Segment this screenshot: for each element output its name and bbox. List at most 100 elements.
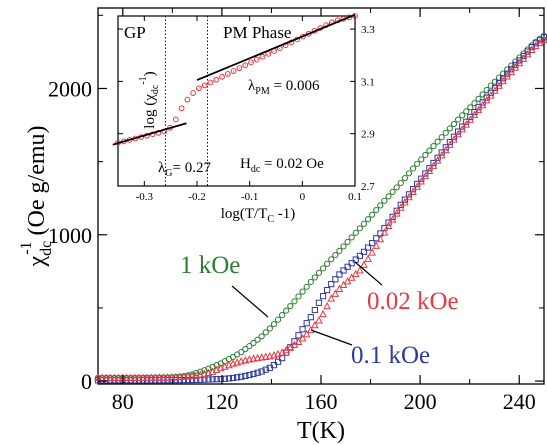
data-point xyxy=(414,160,421,167)
data-point xyxy=(106,373,115,382)
data-point xyxy=(184,372,192,380)
inset-data-point xyxy=(197,88,199,90)
data-point xyxy=(503,72,511,80)
data-point xyxy=(143,373,151,381)
data-point xyxy=(372,241,381,249)
inset-data-point xyxy=(209,82,211,84)
data-point xyxy=(323,301,331,310)
data-point xyxy=(479,91,486,98)
inset-data-point xyxy=(225,74,227,76)
inset-data-point xyxy=(244,64,246,66)
data-point xyxy=(311,274,318,281)
inset-x-axis-label: log(T/TC -1) xyxy=(221,206,296,225)
inset-y-tick-label: 3.3 xyxy=(361,24,375,36)
inset-lambda-pm: λPM = 0.006 xyxy=(248,78,320,97)
data-point xyxy=(430,143,437,150)
data-point xyxy=(450,120,458,128)
inset-hdc: Hdc = 0.02 Oe xyxy=(240,156,324,175)
inset-data-point xyxy=(324,25,326,27)
data-point xyxy=(332,276,339,283)
data-point xyxy=(295,332,302,339)
data-point xyxy=(242,372,249,379)
data-point xyxy=(356,225,363,232)
data-point xyxy=(463,108,470,115)
inset-data-point xyxy=(240,66,242,68)
data-point xyxy=(388,215,397,223)
data-point xyxy=(421,171,430,180)
inset-data-point xyxy=(236,65,243,72)
data-point xyxy=(266,325,273,332)
data-point xyxy=(298,334,307,342)
data-point xyxy=(409,165,417,172)
data-point xyxy=(422,151,429,159)
y-axis-label-unit: (Oe g/emu) xyxy=(24,125,50,241)
data-point xyxy=(397,179,404,187)
inset-data-point xyxy=(258,57,260,59)
data-point xyxy=(474,105,483,114)
inset-y-tick-label: 3.1 xyxy=(361,76,375,88)
inset-data-point xyxy=(290,41,292,43)
inset-data-point xyxy=(205,84,207,86)
annotation-line-1koe xyxy=(231,285,269,318)
data-point xyxy=(258,368,265,375)
inset-plot-frame xyxy=(117,15,356,187)
data-point xyxy=(114,373,123,382)
data-point xyxy=(315,316,323,324)
data-point xyxy=(167,373,176,381)
data-point xyxy=(392,209,401,217)
data-point xyxy=(344,263,351,270)
inset-data-point xyxy=(224,71,231,77)
data-point xyxy=(486,91,495,99)
inset-data-point xyxy=(248,59,254,66)
data-point xyxy=(438,134,445,141)
data-point xyxy=(254,336,261,343)
data-point xyxy=(279,312,286,319)
inset-data-point xyxy=(266,53,268,55)
data-point xyxy=(171,372,180,381)
inset-data-point xyxy=(219,73,225,80)
data-point xyxy=(147,373,156,381)
data-point xyxy=(446,125,453,132)
data-point xyxy=(475,95,482,102)
data-point xyxy=(332,251,339,259)
y-axis-label-sub: dc xyxy=(38,241,55,256)
data-point xyxy=(389,213,396,220)
data-point xyxy=(429,161,438,169)
data-point xyxy=(540,35,547,44)
data-point xyxy=(519,54,528,62)
data-point xyxy=(176,372,184,381)
data-point xyxy=(238,349,245,356)
data-point xyxy=(229,374,237,382)
data-point xyxy=(155,373,164,381)
y-tick-label: 0 xyxy=(81,369,92,394)
data-point xyxy=(360,248,368,255)
inset-data-point xyxy=(250,61,252,63)
data-point xyxy=(364,244,372,251)
y-axis-label-symbol: χ xyxy=(24,256,50,268)
data-point xyxy=(274,316,282,323)
data-point xyxy=(201,367,208,374)
inset-data-point xyxy=(280,46,282,48)
data-point xyxy=(467,104,474,111)
inset-data-point xyxy=(217,78,219,80)
data-point xyxy=(250,370,257,378)
data-point xyxy=(495,81,503,89)
inset-data-point xyxy=(231,71,233,73)
data-point xyxy=(450,135,458,143)
inset-fit-line xyxy=(112,122,187,146)
inset-data-point xyxy=(278,47,280,49)
data-point xyxy=(335,284,344,293)
data-point xyxy=(283,307,290,314)
x-tick-label: 80 xyxy=(112,389,134,414)
data-point xyxy=(446,140,454,148)
inset-data-point xyxy=(196,85,202,92)
data-point xyxy=(151,373,160,381)
inset-data-point xyxy=(236,68,238,70)
data-point xyxy=(417,177,426,185)
inset-y-tick-label: 2.9 xyxy=(361,129,375,141)
data-point xyxy=(466,115,475,123)
data-point xyxy=(327,294,336,302)
inset-data-point xyxy=(219,77,221,79)
data-point xyxy=(237,356,246,365)
